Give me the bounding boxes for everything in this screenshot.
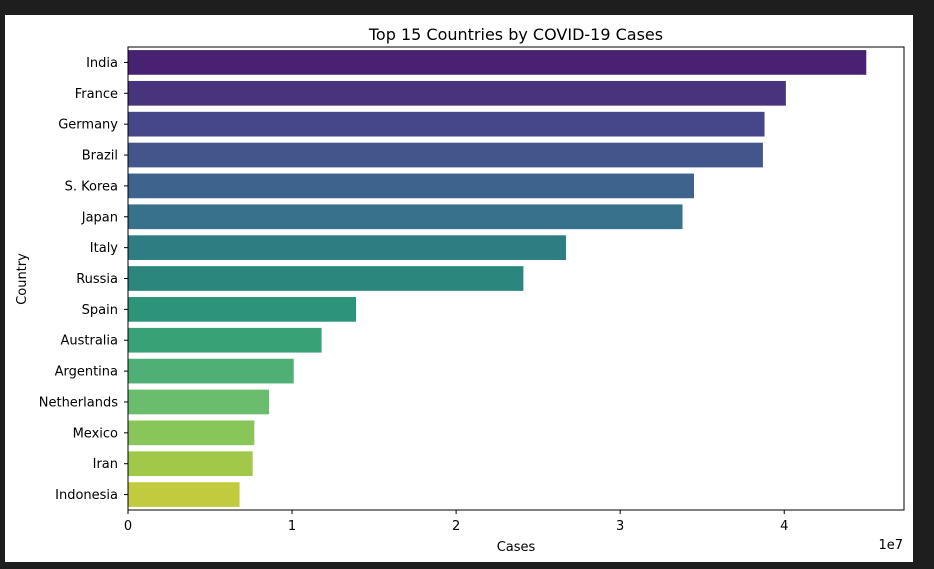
bar-argentina xyxy=(128,358,294,384)
bar-iran xyxy=(128,451,253,477)
bar-mexico xyxy=(128,420,255,446)
x-tick-label: 1 xyxy=(288,519,296,534)
bar-france xyxy=(128,80,786,106)
y-tick-label: Japan xyxy=(81,210,118,225)
figure: Top 15 Countries by COVID-19 Cases India… xyxy=(5,15,913,562)
y-tick-label: Brazil xyxy=(82,149,118,164)
y-axis: India France Germany Brazil S. Korea Japan Ita… xyxy=(39,56,128,503)
y-tick-label: Mexico xyxy=(73,426,118,441)
x-axis-label: Cases xyxy=(497,540,536,555)
bar-netherlands xyxy=(128,389,270,415)
x-tick-label: 0 xyxy=(124,519,132,534)
y-tick-label: Germany xyxy=(58,118,118,133)
bar-italy xyxy=(128,235,567,260)
bar-india xyxy=(128,50,867,75)
bar-indonesia xyxy=(128,482,240,507)
y-tick-label: India xyxy=(86,56,118,71)
bar-s-korea xyxy=(128,173,695,199)
y-tick-label: Russia xyxy=(76,272,118,287)
bar-chart: Top 15 Countries by COVID-19 Cases India… xyxy=(15,25,905,555)
bar-australia xyxy=(128,327,322,353)
bar-japan xyxy=(128,204,683,230)
x-tick-label: 3 xyxy=(616,519,624,534)
y-tick-label: Argentina xyxy=(55,365,118,380)
chart-title: Top 15 Countries by COVID-19 Cases xyxy=(368,25,663,44)
bar-germany xyxy=(128,111,765,137)
bars-group xyxy=(128,50,867,507)
bar-brazil xyxy=(128,142,763,168)
x-tick-label: 2 xyxy=(452,519,460,534)
y-axis-label: Country xyxy=(15,253,30,305)
y-tick-label: S. Korea xyxy=(65,179,118,194)
y-tick-label: Indonesia xyxy=(55,488,118,503)
y-tick-label: Spain xyxy=(82,303,118,318)
x-tick-label: 4 xyxy=(780,519,788,534)
y-tick-label: Iran xyxy=(93,457,118,472)
bar-russia xyxy=(128,266,524,291)
y-tick-label: Australia xyxy=(60,334,118,349)
y-tick-label: Italy xyxy=(90,241,119,256)
y-tick-label: Netherlands xyxy=(39,395,118,410)
x-axis-offset-label: 1e7 xyxy=(878,538,903,553)
y-tick-label: France xyxy=(75,87,118,102)
x-axis: 0 1 2 3 4 xyxy=(124,510,788,534)
bar-spain xyxy=(128,297,357,322)
